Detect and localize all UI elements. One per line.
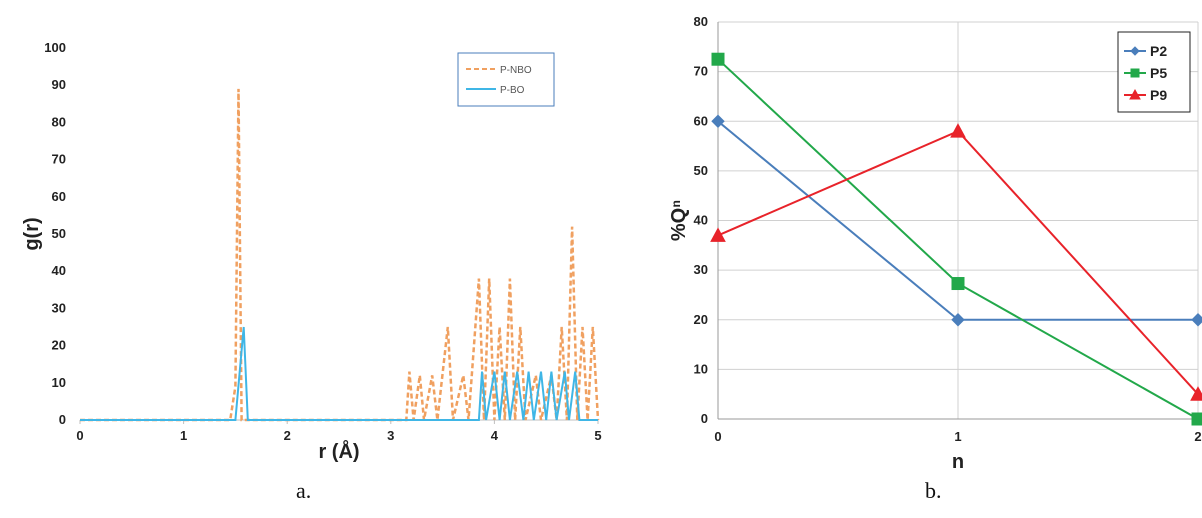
y-axis-label: %Qⁿ <box>668 200 690 241</box>
y-tick-label: 20 <box>694 312 708 327</box>
data-point-p9 <box>710 227 726 242</box>
data-point-p5 <box>1191 412 1202 426</box>
data-point-p2 <box>1191 313 1202 327</box>
y-tick-label: 60 <box>694 113 708 128</box>
data-point-p2 <box>951 313 965 327</box>
y-axis-label: g(r) <box>21 217 43 250</box>
y-tick-label: 10 <box>694 361 708 376</box>
y-tick-label: 30 <box>694 262 708 277</box>
legend-label-p9: P9 <box>1150 87 1167 103</box>
y-tick-label: 30 <box>52 300 66 315</box>
legend-label-p-nbo: P-NBO <box>500 65 532 76</box>
legend-marker-p2 <box>1130 46 1140 56</box>
y-tick-label: 40 <box>52 263 66 278</box>
x-tick-label: 2 <box>1194 429 1201 444</box>
caption-a: a. <box>296 478 312 503</box>
y-tick-label: 80 <box>694 14 708 29</box>
y-tick-label: 10 <box>52 375 66 390</box>
y-tick-label: 20 <box>52 338 66 353</box>
legend-label-p5: P5 <box>1150 65 1167 81</box>
legend-label-p2: P2 <box>1150 43 1167 59</box>
y-tick-label: 0 <box>59 412 66 427</box>
x-axis-label: r (Å) <box>318 439 359 463</box>
y-tick-label: 0 <box>701 411 708 426</box>
y-tick-label: 60 <box>52 189 66 204</box>
y-tick-label: 90 <box>52 77 66 92</box>
legend-label-p-bo: P-BO <box>500 85 525 96</box>
legend: P-NBO P-BO <box>457 52 555 107</box>
y-tick-label: 100 <box>44 40 66 55</box>
x-tick-label: 3 <box>387 428 394 443</box>
x-tick-label: 1 <box>954 429 961 444</box>
series-line-p-nbo <box>80 88 600 422</box>
data-point-p5 <box>951 277 965 291</box>
x-tick-label: 4 <box>491 428 499 443</box>
legend: P2 P5 P9 <box>1117 31 1191 113</box>
x-tick-label: 5 <box>594 428 601 443</box>
x-tick-label: 0 <box>76 428 83 443</box>
y-tick-label: 50 <box>52 226 66 241</box>
y-tick-label: 80 <box>52 114 66 129</box>
data-point-p5 <box>711 52 725 66</box>
chart-a: 0 10 20 30 40 50 60 70 80 90 100 0 1 2 3 4 5 r (Å) g(r) P-N… <box>21 40 602 463</box>
chart-b: 0 10 20 30 40 50 60 70 80 0 1 2 n %Qⁿ P2 P5 P9 <box>668 14 1202 473</box>
x-tick-label: 0 <box>714 429 721 444</box>
data-point-p9 <box>950 123 966 138</box>
legend-marker-p9 <box>1129 88 1141 100</box>
x-axis-label: n <box>952 451 964 473</box>
y-tick-label: 70 <box>694 64 708 79</box>
series-line-p-bo <box>80 326 598 421</box>
y-tick-label: 40 <box>694 213 708 228</box>
y-tick-label: 50 <box>694 163 708 178</box>
legend-box <box>457 52 555 107</box>
y-tick-label: 70 <box>52 152 66 167</box>
caption-b: b. <box>925 478 942 503</box>
data-point-p2 <box>711 114 725 128</box>
x-tick-label: 2 <box>284 428 291 443</box>
x-tick-label: 1 <box>180 428 187 443</box>
legend-marker-p5 <box>1130 68 1140 78</box>
